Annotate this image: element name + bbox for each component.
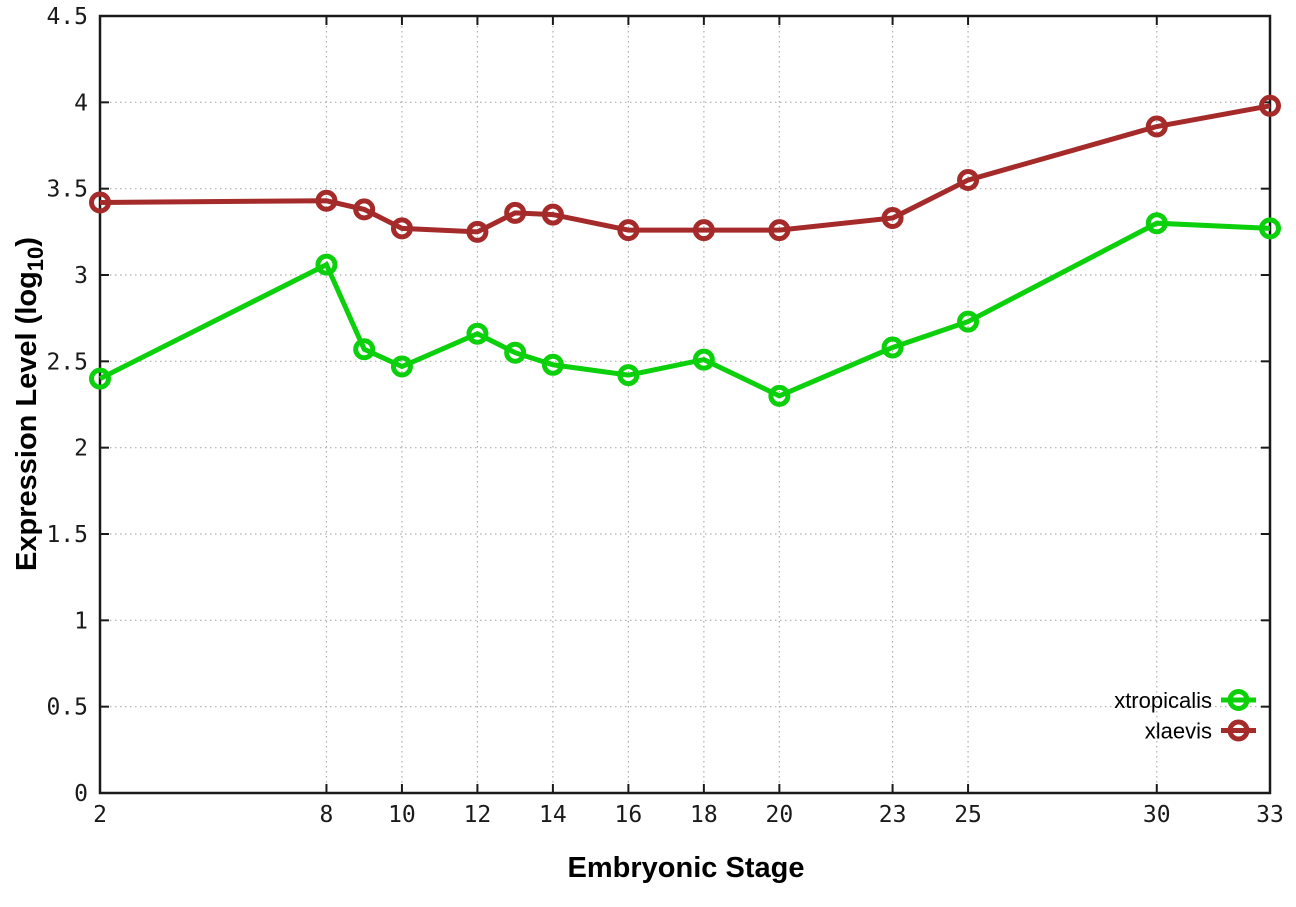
data-point-xlaevis [957,169,980,192]
series-line-xtropicalis [98,220,1271,399]
data-point-xlaevis [692,219,715,242]
data-point-xtropicalis [390,355,413,378]
legend-marker-xlaevis [1227,719,1250,742]
y-axis-label-suffix: ) [11,237,43,247]
legend-label-xlaevis: xlaevis [1145,719,1212,744]
data-point-xlaevis [89,191,111,214]
data-point-xtropicalis [957,310,980,333]
data-point-xtropicalis [881,336,904,359]
data-point-xlaevis [541,203,564,226]
x-tick-label: 16 [615,802,643,828]
series-line-xlaevis [99,103,1271,235]
legend-label-xtropicalis: xtropicalis [1114,688,1212,713]
data-point-xlaevis [504,201,527,224]
data-point-xlaevis [353,198,376,221]
x-tick-label: 25 [954,802,982,828]
y-tick-label: 4.5 [46,4,88,30]
data-point-xlaevis [466,220,489,243]
plot-border [98,14,1272,795]
x-tick-label: 23 [879,802,907,828]
data-point-xtropicalis [466,322,489,345]
x-tick-label: 14 [539,802,567,828]
data-point-xlaevis [390,217,413,240]
x-tick-label: 2 [93,802,107,828]
data-point-xtropicalis [353,338,376,361]
data-point-xlaevis [881,207,904,230]
x-tick-label: 20 [766,802,794,828]
x-tick-label: 18 [690,802,718,828]
y-tick-label: 0 [74,781,88,807]
y-axis-label: Expression Level (log10) [11,237,48,571]
data-point-xlaevis [315,189,338,212]
plot-area: 2 8 10 12 14 16 18 20 23 25 30 33 0 0.5 1 1.5 2 2.5 3 3.5 4 4… [46,4,1283,828]
y-tick-label: 3 [74,263,88,289]
y-tick-label: 1.5 [46,522,88,548]
legend-marker-xtropicalis [1227,689,1250,711]
x-tick-label: 30 [1143,802,1171,828]
y-tick-label: 0.5 [46,695,88,721]
y-axis-label-prefix: Expression Level (log [11,271,43,571]
data-point-xtropicalis [315,253,338,276]
y-tick-label: 3.5 [46,177,88,203]
x-axis-label: Embryonic Stage [568,852,805,884]
data-point-xtropicalis [1259,217,1281,240]
data-point-xtropicalis [617,364,640,387]
data-point-xtropicalis [692,348,715,371]
y-tick-label: 2.5 [46,349,88,375]
data-point-xlaevis [1259,94,1281,117]
data-point-xtropicalis [1145,212,1168,235]
data-point-xlaevis [768,219,791,242]
data-point-xlaevis [617,219,640,242]
y-tick-label: 2 [74,436,88,462]
y-axis-label-subscript: 10 [23,247,48,271]
x-tick-label: 10 [388,802,416,828]
x-tick-label: 33 [1256,802,1284,828]
data-point-xlaevis [1145,115,1168,138]
data-point-xtropicalis [504,341,527,364]
data-point-xtropicalis [541,353,564,376]
x-tick-label: 12 [464,802,492,828]
y-tick-label: 4 [74,90,88,116]
data-point-xtropicalis [89,367,111,390]
x-tick-label: 8 [320,802,334,828]
data-point-xtropicalis [768,384,791,407]
y-tick-label: 1 [74,608,88,634]
